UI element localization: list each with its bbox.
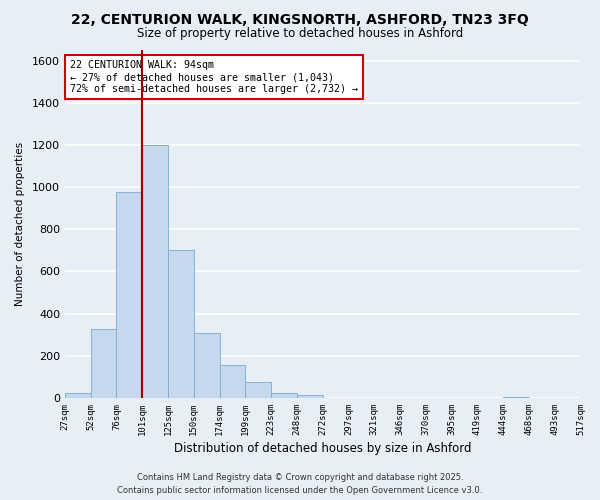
Bar [168, 250, 194, 398]
Text: Contains HM Land Registry data © Crown copyright and database right 2025.
Contai: Contains HM Land Registry data © Crown c… [118, 473, 482, 495]
Bar [116, 192, 142, 398]
Bar [503, 397, 529, 398]
Bar [245, 382, 271, 398]
Text: 22, CENTURION WALK, KINGSNORTH, ASHFORD, TN23 3FQ: 22, CENTURION WALK, KINGSNORTH, ASHFORD,… [71, 12, 529, 26]
Bar [194, 332, 220, 398]
Text: Size of property relative to detached houses in Ashford: Size of property relative to detached ho… [137, 28, 463, 40]
Bar [271, 392, 297, 398]
Bar [297, 395, 323, 398]
Y-axis label: Number of detached properties: Number of detached properties [15, 142, 25, 306]
Text: 22 CENTURION WALK: 94sqm
← 27% of detached houses are smaller (1,043)
72% of sem: 22 CENTURION WALK: 94sqm ← 27% of detach… [70, 60, 358, 94]
Bar [91, 330, 116, 398]
Bar [142, 145, 168, 398]
X-axis label: Distribution of detached houses by size in Ashford: Distribution of detached houses by size … [174, 442, 472, 455]
Bar [65, 392, 91, 398]
Bar [220, 366, 245, 398]
